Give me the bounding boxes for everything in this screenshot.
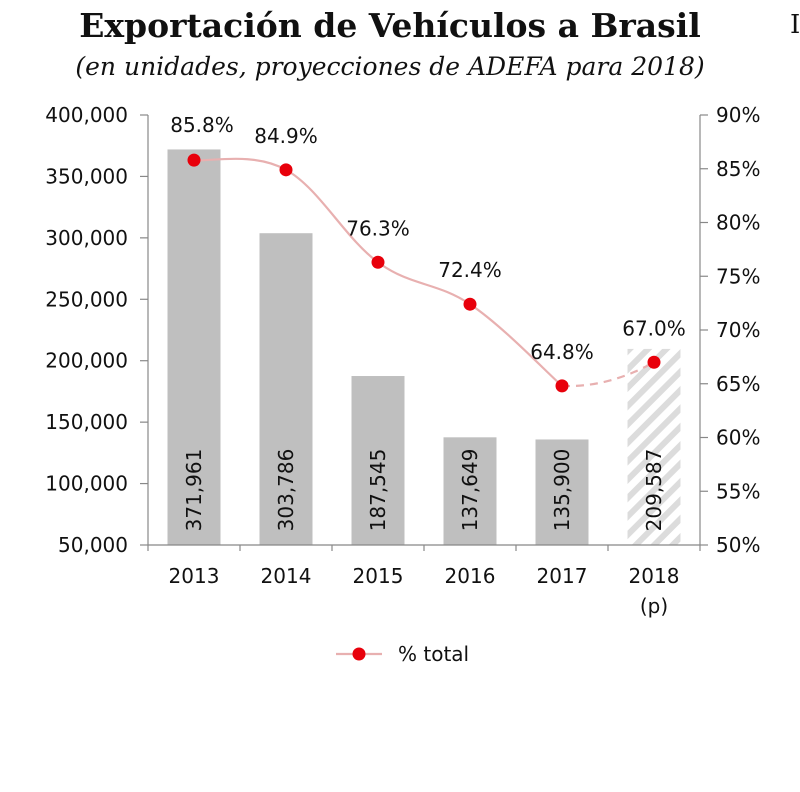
right-tick-label: 70% xyxy=(716,318,760,342)
pct-point xyxy=(647,355,661,369)
left-tick-label: 50,000 xyxy=(58,533,128,557)
pct-point xyxy=(555,379,569,393)
pct-data-label: 76.3% xyxy=(346,216,410,240)
bar-value-label: 303,786 xyxy=(274,449,298,532)
pct-series-projection-line xyxy=(561,361,655,388)
bar-value-label: 137,649 xyxy=(458,449,482,532)
right-tick-label: 90% xyxy=(716,103,760,127)
x-tick-sublabel: (p) xyxy=(640,594,668,618)
right-tick-label: 50% xyxy=(716,533,760,557)
cropped-edge-glyph: I xyxy=(790,10,800,40)
bar-value-label: 187,545 xyxy=(366,449,390,532)
legend-label: % total xyxy=(398,642,469,666)
x-tick-label: 2017 xyxy=(537,564,588,588)
bar-value-label: 135,900 xyxy=(550,449,574,532)
right-tick-label: 55% xyxy=(716,479,760,503)
pct-point xyxy=(371,255,385,269)
right-tick-label: 65% xyxy=(716,372,760,396)
pct-point xyxy=(463,297,477,311)
left-tick-label: 350,000 xyxy=(45,164,128,188)
x-tick-label: 2013 xyxy=(169,564,220,588)
x-tick-label: 2014 xyxy=(261,564,312,588)
pct-data-label: 72.4% xyxy=(438,258,502,282)
x-tick-label: 2015 xyxy=(353,564,404,588)
right-tick-label: 60% xyxy=(716,426,760,450)
pct-point xyxy=(187,153,201,167)
right-tick-label: 75% xyxy=(716,264,760,288)
right-tick-label: 85% xyxy=(716,157,760,181)
bar xyxy=(351,376,405,545)
chart-subtitle: (en unidades, proyecciones de ADEFA para… xyxy=(75,52,705,81)
pct-data-label: 67.0% xyxy=(622,316,686,340)
bar xyxy=(259,233,313,546)
left-tick-label: 100,000 xyxy=(45,472,128,496)
bar xyxy=(443,437,497,545)
pct-point xyxy=(279,163,293,177)
legend-marker xyxy=(352,647,366,661)
pct-data-label: 64.8% xyxy=(530,340,594,364)
bar-value-label: 371,961 xyxy=(182,449,206,532)
pct-series-line xyxy=(193,157,563,387)
pct-data-label: 85.8% xyxy=(170,113,234,137)
bar xyxy=(535,439,589,545)
x-tick-label: 2016 xyxy=(445,564,496,588)
left-tick-label: 150,000 xyxy=(45,410,128,434)
x-tick-label: 2018 xyxy=(629,564,680,588)
pct-data-label: 84.9% xyxy=(254,124,318,148)
left-tick-label: 200,000 xyxy=(45,349,128,373)
left-tick-label: 400,000 xyxy=(45,103,128,127)
right-tick-label: 80% xyxy=(716,211,760,235)
left-tick-label: 250,000 xyxy=(45,287,128,311)
left-tick-label: 300,000 xyxy=(45,226,128,250)
bar-value-label: 209,587 xyxy=(642,449,666,532)
chart-title: Exportación de Vehículos a Brasil xyxy=(79,6,701,45)
bar-projected xyxy=(627,348,681,545)
bar xyxy=(167,149,221,545)
